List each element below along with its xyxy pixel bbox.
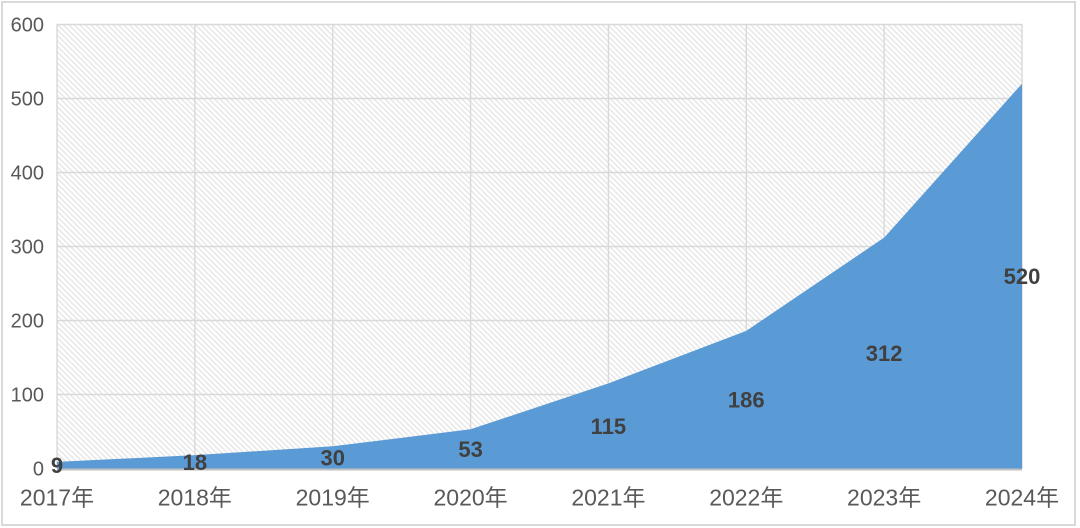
x-tick-label: 2020年 [433, 485, 507, 511]
y-tick-label: 400 [11, 163, 44, 185]
x-axis-labels: 2017年 2018年 2019年 2020年 2021年 2022年 2023年 2024年 [20, 485, 1059, 511]
data-label: 53 [458, 437, 482, 462]
area-series [57, 83, 1022, 469]
data-label: 9 [51, 453, 63, 478]
data-labels: 9 18 30 53 115 186 312 520 [51, 264, 1040, 478]
y-tick-label: 100 [11, 385, 44, 407]
x-tick-label: 2024年 [985, 485, 1059, 511]
y-axis-labels: 0 100 200 300 400 500 600 [11, 15, 44, 481]
data-label: 186 [728, 388, 765, 413]
x-tick-label: 2022年 [709, 485, 783, 511]
y-tick-label: 300 [11, 237, 44, 259]
x-tick-label: 2021年 [571, 485, 645, 511]
y-tick-label: 500 [11, 89, 44, 111]
y-tick-label: 600 [11, 15, 44, 37]
y-tick-label: 0 [33, 459, 44, 481]
data-label: 312 [866, 341, 903, 366]
data-label: 115 [591, 414, 627, 439]
x-tick-label: 2017年 [20, 485, 94, 511]
x-tick-label: 2018年 [158, 485, 232, 511]
data-label: 520 [1004, 264, 1041, 289]
x-tick-label: 2023年 [847, 485, 921, 511]
x-tick-label: 2019年 [296, 485, 370, 511]
series-area-shape [57, 83, 1022, 469]
data-label: 30 [320, 445, 344, 470]
data-label: 18 [183, 450, 207, 475]
y-tick-label: 200 [11, 311, 44, 333]
